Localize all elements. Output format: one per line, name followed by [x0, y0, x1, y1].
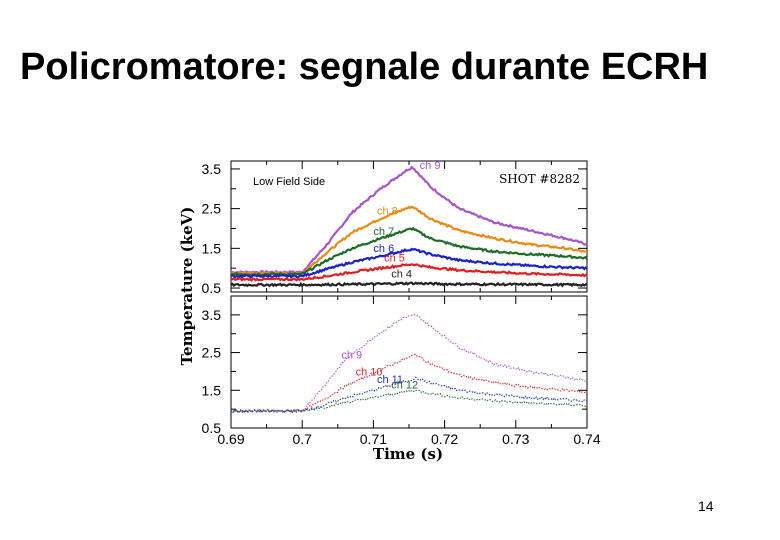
x-tick-label: 0.73 — [502, 431, 529, 447]
series-label: ch 9 — [420, 160, 441, 172]
series-label: ch 4 — [391, 269, 412, 281]
series-line-ch9 — [230, 165, 588, 275]
top-panel: 3.5 2.5 1.5 0.5 ch 9 ch 8 ch 7 ch 6ch 5 ch 4 Low … — [202, 160, 588, 296]
x-tick-label: 0.74 — [573, 431, 600, 447]
y-tick-label: 2.5 — [202, 345, 222, 361]
series-line-ch11 — [230, 376, 588, 414]
y-tick-label: 1.5 — [202, 382, 222, 398]
series-label: ch 7 — [373, 226, 394, 238]
y-tick-label: 1.5 — [202, 240, 222, 256]
y-axis-label: Temperature (keV) — [178, 207, 196, 366]
series-line-ch5 — [230, 263, 588, 282]
series-line-ch10 — [230, 353, 588, 413]
series-line-ch6 — [230, 247, 588, 279]
series-label: ch 9 — [341, 350, 362, 362]
x-tick-label: 0.69 — [217, 431, 244, 447]
x-tick-label: 0.7 — [292, 431, 312, 447]
annotation-low-field-side: Low Field Side — [253, 176, 325, 188]
slide-title: Policromatore: segnale durante ECRH — [20, 46, 709, 88]
series-line-ch12 — [230, 389, 588, 414]
y-tick-label: 3.5 — [202, 161, 222, 177]
shot-label: SHOT #8282 — [499, 172, 580, 186]
y-tick-label: 3.5 — [202, 307, 222, 323]
series-label: ch 6 — [373, 243, 394, 255]
series-line-ch9 — [230, 314, 588, 414]
y-tick-label: 0.5 — [202, 420, 222, 436]
series-label: ch 8 — [377, 205, 398, 217]
series-label: ch 11 — [377, 374, 403, 386]
y-tick-label: 0.5 — [202, 280, 222, 296]
page-number: 14 — [698, 498, 714, 514]
x-tick-label: 0.71 — [360, 431, 387, 447]
series-label: ch 5 — [384, 253, 405, 265]
y-tick-label: 2.5 — [202, 201, 222, 217]
series-label: ch 12 — [391, 379, 418, 391]
series-label: ch 10 — [356, 367, 383, 379]
axes-labels: Temperature (keV) Time (s) — [178, 207, 443, 463]
series-line-ch4 — [230, 281, 588, 288]
x-tick-label: 0.72 — [431, 431, 458, 447]
x-axis-label: Time (s) — [373, 445, 443, 463]
